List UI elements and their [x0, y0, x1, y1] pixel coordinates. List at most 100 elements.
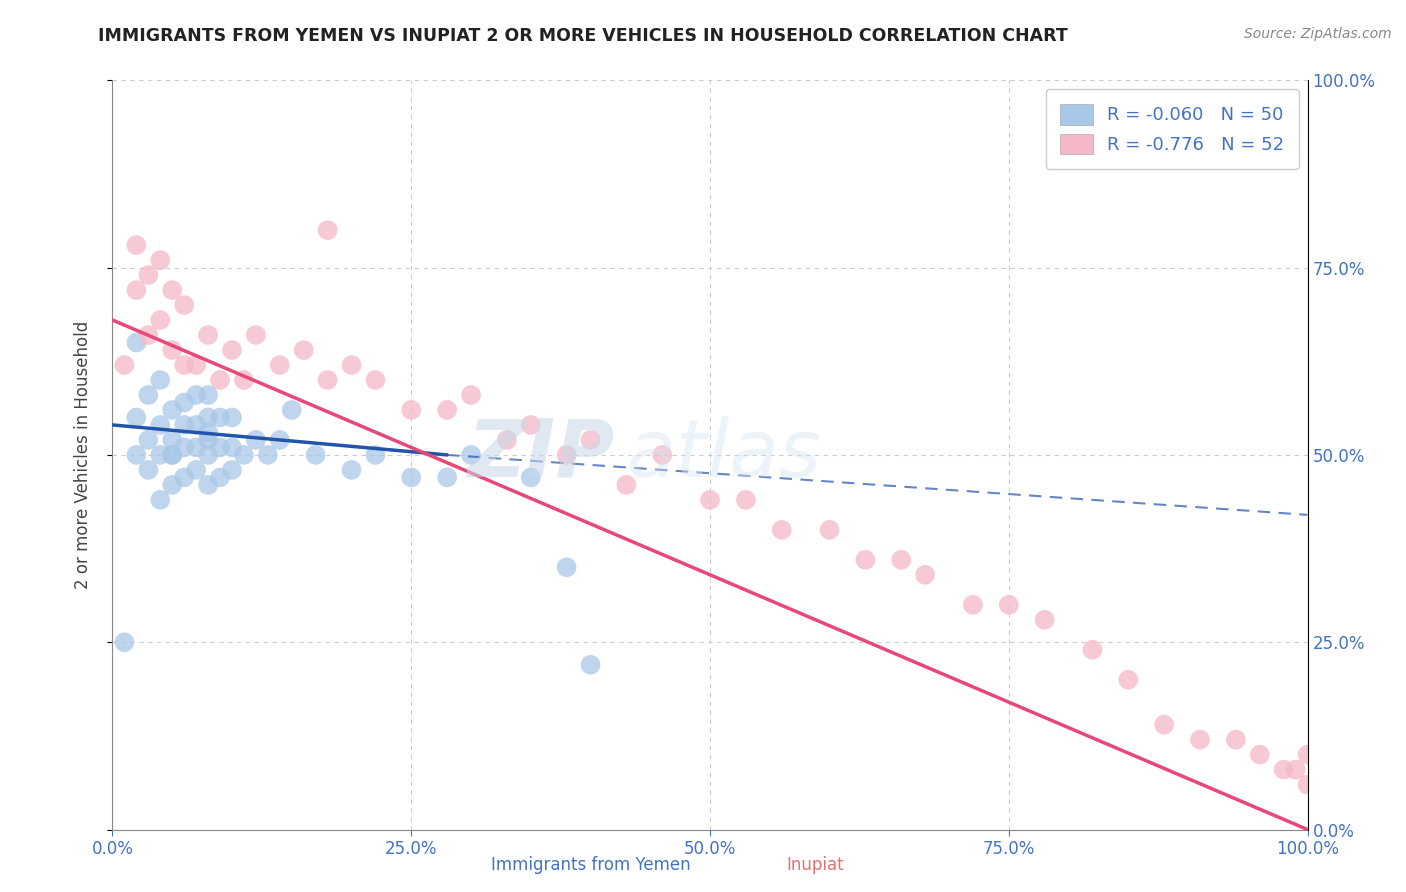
Point — [162, 478, 183, 492]
Point — [197, 388, 219, 402]
Point — [257, 448, 280, 462]
Point — [138, 463, 160, 477]
Point — [173, 298, 195, 312]
Point — [149, 417, 172, 432]
Point — [149, 313, 172, 327]
Point — [579, 433, 602, 447]
Point — [149, 373, 172, 387]
Point — [401, 470, 423, 484]
Point — [699, 492, 721, 507]
Point — [579, 657, 602, 672]
Point — [114, 358, 135, 372]
Point — [186, 358, 208, 372]
Point — [138, 268, 160, 282]
Point — [651, 448, 673, 462]
Point — [1285, 763, 1308, 777]
Point — [162, 448, 183, 462]
Point — [125, 335, 148, 350]
Point — [998, 598, 1021, 612]
Point — [1249, 747, 1271, 762]
Point — [173, 395, 195, 409]
Point — [890, 553, 912, 567]
Point — [340, 358, 363, 372]
Y-axis label: 2 or more Vehicles in Household: 2 or more Vehicles in Household — [73, 321, 91, 589]
Text: ZIP: ZIP — [467, 416, 614, 494]
Point — [1272, 763, 1295, 777]
Point — [209, 373, 232, 387]
Point — [186, 388, 208, 402]
Point — [245, 433, 267, 447]
Point — [292, 343, 315, 357]
Point — [173, 470, 195, 484]
Text: atlas: atlas — [627, 416, 821, 494]
Point — [197, 410, 219, 425]
Point — [616, 478, 638, 492]
Point — [173, 358, 195, 372]
Point — [520, 470, 543, 484]
Point — [221, 343, 243, 357]
Point — [281, 403, 304, 417]
Point — [555, 448, 578, 462]
Point — [186, 417, 208, 432]
Point — [173, 417, 195, 432]
Point — [460, 448, 482, 462]
Point — [233, 373, 256, 387]
Point — [1296, 747, 1319, 762]
Legend: R = -0.060   N = 50, R = -0.776   N = 52: R = -0.060 N = 50, R = -0.776 N = 52 — [1046, 89, 1299, 169]
Point — [316, 223, 339, 237]
Point — [197, 433, 219, 447]
Point — [162, 403, 183, 417]
Point — [114, 635, 135, 649]
Point — [186, 463, 208, 477]
Point — [233, 448, 256, 462]
Point — [209, 470, 232, 484]
Point — [125, 238, 148, 252]
Point — [221, 410, 243, 425]
Point — [436, 403, 458, 417]
Point — [520, 417, 543, 432]
Point — [209, 441, 232, 455]
Point — [914, 567, 936, 582]
Point — [1081, 642, 1104, 657]
Point — [125, 448, 148, 462]
Point — [1189, 732, 1212, 747]
Point — [460, 388, 482, 402]
Point — [436, 470, 458, 484]
Point — [149, 492, 172, 507]
Point — [221, 463, 243, 477]
Point — [555, 560, 578, 574]
Text: IMMIGRANTS FROM YEMEN VS INUPIAT 2 OR MORE VEHICLES IN HOUSEHOLD CORRELATION CHA: IMMIGRANTS FROM YEMEN VS INUPIAT 2 OR MO… — [98, 27, 1069, 45]
Point — [197, 425, 219, 440]
Point — [1225, 732, 1247, 747]
Point — [162, 433, 183, 447]
Point — [340, 463, 363, 477]
Point — [221, 441, 243, 455]
Point — [138, 328, 160, 343]
Point — [1033, 613, 1056, 627]
Point — [818, 523, 841, 537]
Point — [735, 492, 758, 507]
Point — [209, 410, 232, 425]
Point — [245, 328, 267, 343]
Point — [269, 433, 291, 447]
Point — [162, 343, 183, 357]
Point — [197, 448, 219, 462]
Point — [197, 328, 219, 343]
Point — [125, 410, 148, 425]
Point — [364, 373, 387, 387]
Point — [138, 388, 160, 402]
Point — [364, 448, 387, 462]
Point — [173, 441, 195, 455]
Point — [197, 478, 219, 492]
Point — [401, 403, 423, 417]
Point — [962, 598, 984, 612]
Point — [305, 448, 328, 462]
Text: Inupiat: Inupiat — [787, 855, 844, 873]
Text: Source: ZipAtlas.com: Source: ZipAtlas.com — [1244, 27, 1392, 41]
Point — [855, 553, 877, 567]
Point — [1153, 717, 1175, 731]
Point — [1296, 778, 1319, 792]
Point — [149, 253, 172, 268]
Point — [269, 358, 291, 372]
Point — [496, 433, 519, 447]
